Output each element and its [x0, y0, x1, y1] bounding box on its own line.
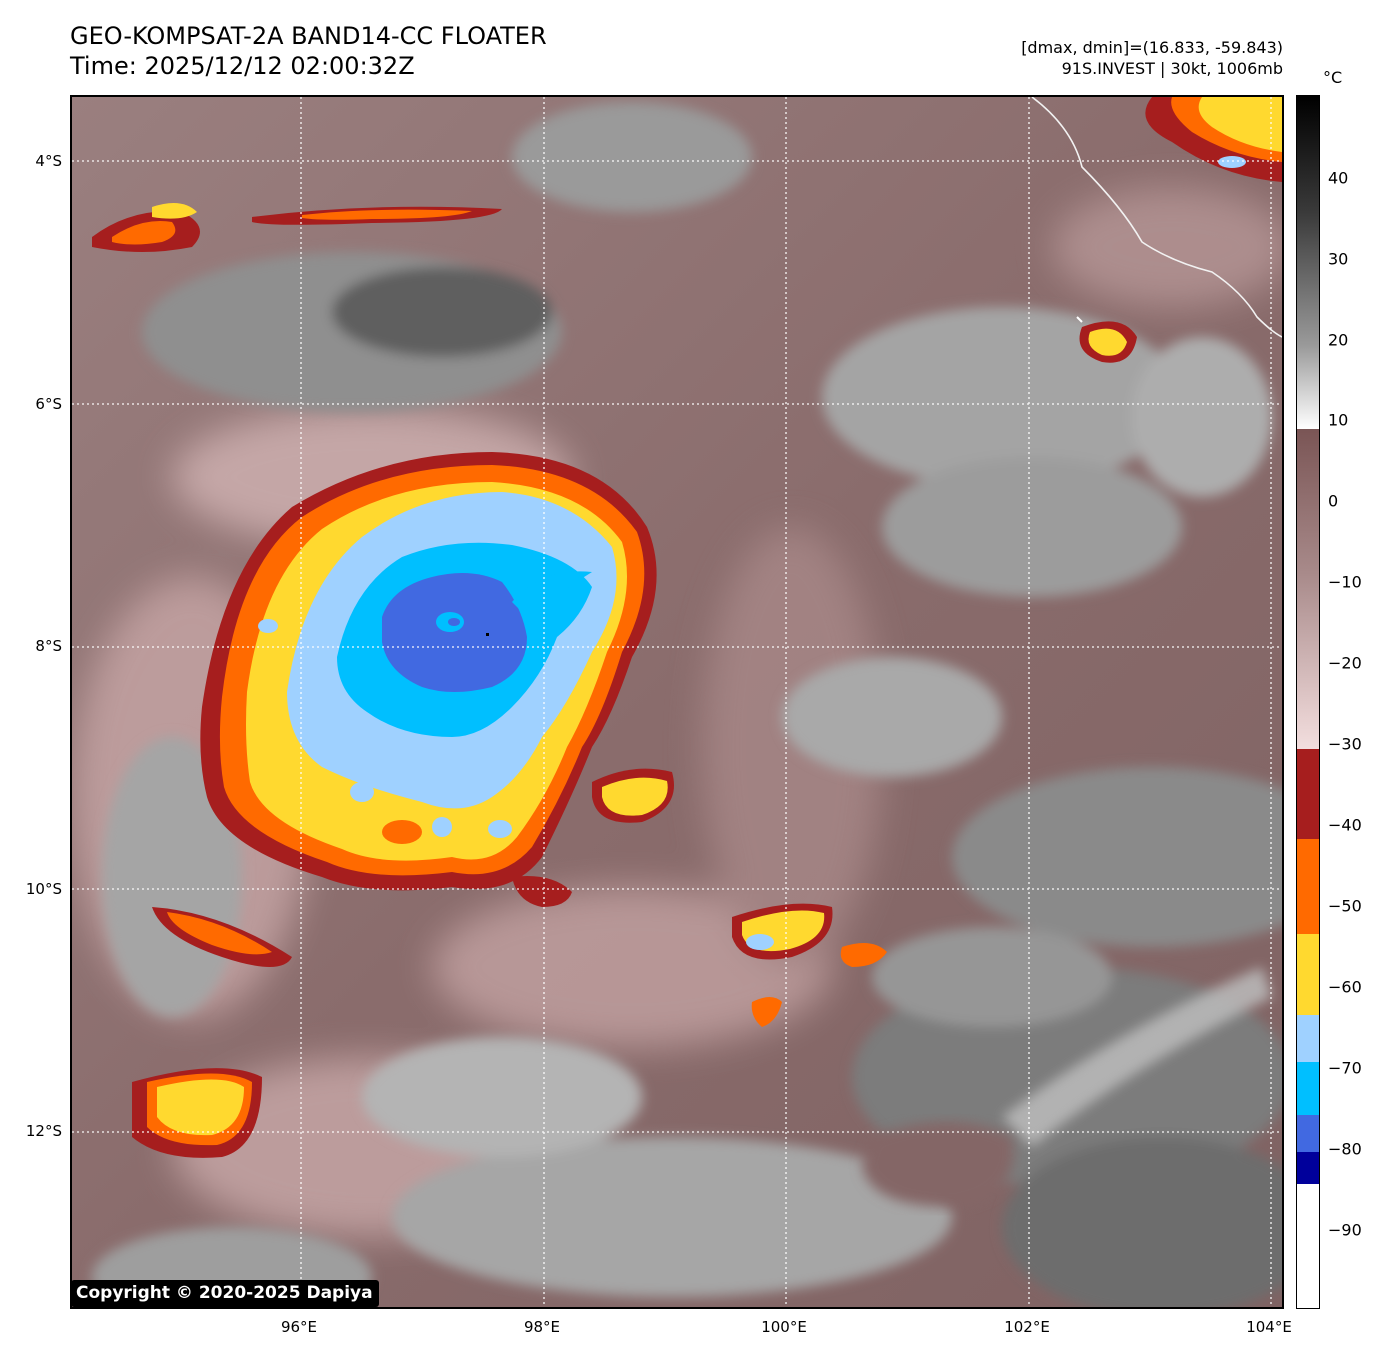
image-timestamp: Time: 2025/12/12 02:00:32Z — [70, 52, 415, 80]
satellite-image — [70, 95, 1284, 1309]
lon-label-96e: 96°E — [280, 1318, 318, 1336]
copyright-badge: Copyright © 2020-2025 Dapiya — [71, 1280, 379, 1307]
colorbar-tick-minus50: −50 — [1328, 896, 1362, 916]
lon-label-104e: 104°E — [1246, 1318, 1292, 1336]
colorbar-unit: °C — [1323, 68, 1343, 87]
colorbar-tick-0: 0 — [1328, 491, 1339, 511]
lon-label-102e: 102°E — [1004, 1318, 1050, 1336]
colorbar-gray-segment — [1297, 96, 1319, 429]
colorbar-tick-minus70: −70 — [1328, 1058, 1362, 1078]
image-title: GEO-KOMPSAT-2A BAND14-CC FLOATER — [70, 22, 547, 50]
colorbar-tick-10: 10 — [1328, 410, 1349, 430]
colorbar-lightblue-segment — [1297, 1015, 1319, 1062]
lat-label-8s: 8°S — [35, 637, 62, 655]
temperature-range-text: [dmax, dmin]=(16.833, -59.843) — [1021, 38, 1283, 57]
colorbar-white-segment — [1297, 1184, 1319, 1308]
colorbar-warm-segment — [1297, 429, 1319, 749]
lat-label-10s: 10°S — [25, 880, 62, 898]
convective-cluster — [200, 452, 657, 907]
colorbar-tick-minus40: −40 — [1328, 815, 1362, 835]
lon-label-100e: 100°E — [761, 1318, 807, 1336]
lon-label-98e: 98°E — [523, 1318, 561, 1336]
colorbar-tick-30: 30 — [1328, 249, 1349, 269]
colorbar-navy-segment — [1297, 1152, 1319, 1184]
colorbar-tick-minus60: −60 — [1328, 977, 1362, 997]
colorbar-tick-minus90: −90 — [1328, 1220, 1362, 1240]
temperature-colorbar — [1296, 95, 1320, 1309]
colorbar-tick-minus80: −80 — [1328, 1139, 1362, 1159]
colorbar-red-segment — [1297, 749, 1319, 839]
lat-label-12s: 12°S — [25, 1122, 62, 1140]
colorbar-tick-minus20: −20 — [1328, 653, 1362, 673]
colorbar-orange-segment — [1297, 839, 1319, 934]
colorbar-tick-minus30: −30 — [1328, 734, 1362, 754]
storm-info-text: 91S.INVEST | 30kt, 1006mb — [1061, 59, 1283, 78]
colorbar-blue-segment — [1297, 1115, 1319, 1152]
colorbar-yellow-segment — [1297, 934, 1319, 1015]
colorbar-tick-40: 40 — [1328, 168, 1349, 188]
infrared-imagery — [72, 97, 1282, 1307]
lat-label-6s: 6°S — [35, 395, 62, 413]
lat-label-4s: 4°S — [35, 152, 62, 170]
colorbar-tick-20: 20 — [1328, 330, 1349, 350]
colorbar-cyan-segment — [1297, 1062, 1319, 1115]
colorbar-tick-minus10: −10 — [1328, 572, 1362, 592]
graticule — [72, 97, 1282, 1307]
